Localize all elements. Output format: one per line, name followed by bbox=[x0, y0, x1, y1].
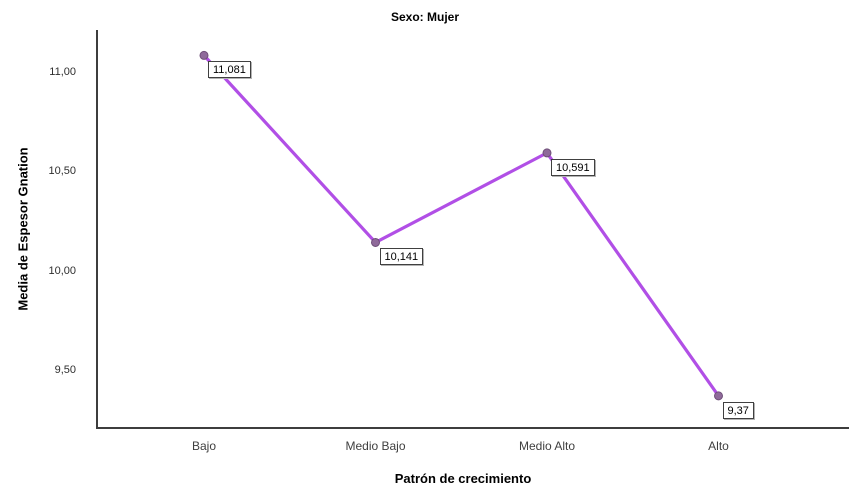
data-point-label: 11,081 bbox=[208, 61, 251, 79]
y-tick-label: 10,00 bbox=[48, 264, 76, 277]
x-category-label: Alto bbox=[708, 439, 729, 453]
y-tick-label: 9,50 bbox=[54, 364, 76, 376]
data-point-label: 9,37 bbox=[722, 401, 754, 419]
data-point-marker bbox=[371, 237, 380, 247]
y-tick-label: 11,00 bbox=[49, 65, 76, 78]
data-point-marker bbox=[542, 148, 552, 158]
data-point-marker bbox=[199, 50, 209, 60]
x-category-label: Bajo bbox=[191, 439, 217, 453]
data-point-label: 10,141 bbox=[379, 248, 424, 266]
data-point-label: 10,591 bbox=[551, 158, 595, 176]
data-point-marker bbox=[714, 391, 723, 401]
chart-title: Sexo: Mujer bbox=[390, 10, 460, 24]
x-axis-title: Patrón de crecimiento bbox=[394, 471, 532, 486]
x-category-label: Medio Bajo bbox=[345, 439, 406, 453]
y-tick-label: 10,50 bbox=[48, 165, 76, 177]
x-category-label: Medio Alto bbox=[518, 439, 576, 453]
series-line bbox=[202, 53, 721, 398]
